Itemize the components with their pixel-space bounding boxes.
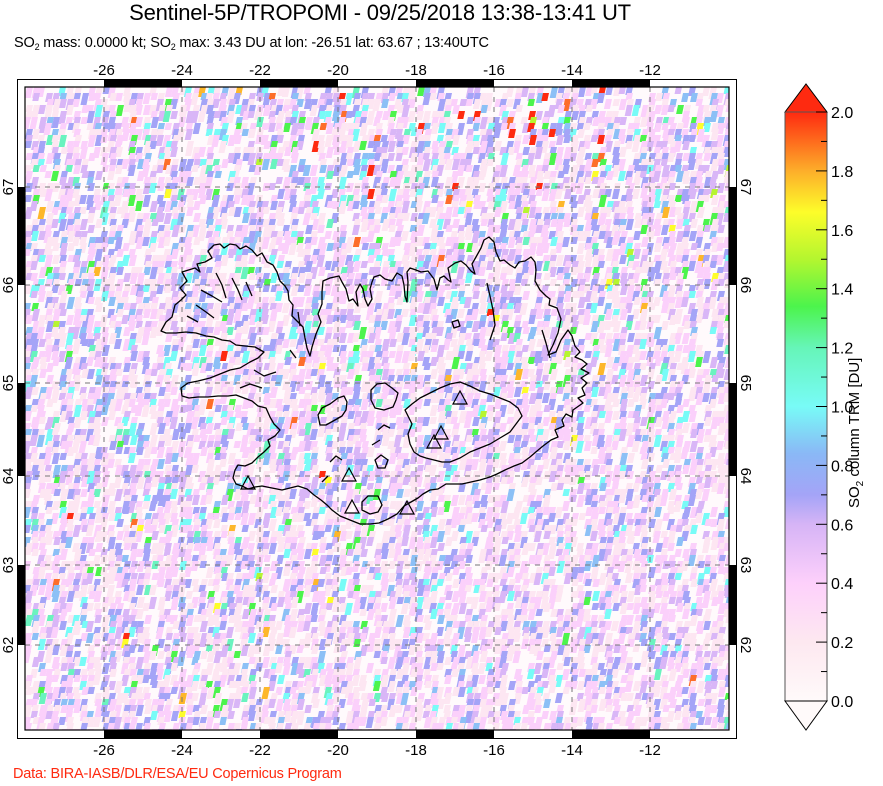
- map-inner-frame: [24, 86, 730, 731]
- latitude-tick-label: 63: [0, 557, 17, 574]
- scale-bar-segment: [729, 383, 737, 476]
- longitude-tick-label: -22: [249, 742, 271, 759]
- colorbar-max-arrow: [784, 83, 828, 113]
- colorbar-tick-label: 0.4: [831, 576, 853, 593]
- longitude-tick-label: -20: [327, 62, 349, 79]
- scale-bar-segment: [260, 80, 338, 87]
- so2-label: SO: [14, 35, 35, 51]
- map-subtitle: SO2 mass: 0.0000 kt; SO2 max: 3.43 DU at…: [14, 34, 489, 56]
- so2-subscript: 2: [170, 42, 176, 52]
- volcano-icon: [340, 466, 358, 482]
- latitude-tick-label: 65: [737, 375, 754, 392]
- scale-bar-segment: [260, 730, 338, 738]
- volcano-icon: [432, 424, 450, 440]
- colorbar-tick-label: 2.0: [831, 105, 853, 122]
- latitude-labels-right: 67 66 65 64 63 62: [737, 179, 754, 654]
- scale-bar-segment: [18, 565, 25, 645]
- colorbar-label: SO2 column TRM [DU]: [846, 358, 866, 508]
- longitude-tick-label: -22: [249, 62, 271, 79]
- scale-bar-segment: [416, 80, 494, 87]
- volcano-icon: [398, 499, 416, 515]
- longitude-tick-label: -26: [93, 742, 115, 759]
- longitude-tick-label: -16: [483, 62, 505, 79]
- latitude-labels-left: 67 66 65 64 63 62: [0, 179, 17, 654]
- longitude-tick-label: -16: [483, 742, 505, 759]
- colorbar-tick-label: 1.2: [831, 341, 853, 358]
- scale-bar-segment: [572, 80, 650, 87]
- volcano-icon: [451, 389, 469, 405]
- colorbar-ticks: 2.0 1.8 1.6 1.4 1.2 1.0 0.8 0.6 0.4 0.2 0.0: [816, 105, 853, 711]
- scale-bar-segment: [18, 187, 25, 285]
- latitude-tick-label: 62: [737, 637, 754, 654]
- longitude-scale-bars: [104, 80, 650, 738]
- volcano-icon: [343, 498, 361, 514]
- volcano-markers: [239, 389, 469, 515]
- so2-label: SO: [150, 35, 171, 51]
- so2-mass-text: mass: 0.0000 kt;: [39, 35, 151, 51]
- longitude-tick-label: -18: [405, 742, 427, 759]
- iceland-coastline: [160, 236, 590, 525]
- map-title: Sentinel-5P/TROPOMI - 09/25/2018 13:38-1…: [129, 0, 631, 25]
- scale-bar-segment: [572, 730, 650, 738]
- latitude-tick-label: 63: [737, 557, 754, 574]
- colorbar-tick-label: 0.8: [831, 458, 853, 475]
- longitude-tick-label: -26: [93, 62, 115, 79]
- scale-bar-segment: [416, 730, 494, 738]
- latitude-tick-label: 64: [737, 468, 754, 485]
- graticule-grid: [25, 87, 729, 730]
- colorbar-tick-label: 1.0: [831, 400, 853, 417]
- volcano-icon: [239, 474, 257, 490]
- latitude-tick-label: 62: [0, 637, 17, 654]
- longitude-tick-label: -20: [327, 742, 349, 759]
- longitude-tick-label: -12: [639, 742, 661, 759]
- longitude-tick-label: -12: [639, 62, 661, 79]
- colorbar-tick-label: 0.2: [831, 635, 853, 652]
- so2-pixel-field: [25, 87, 729, 730]
- latitude-tick-label: 64: [0, 468, 17, 485]
- latitude-tick-label: 67: [737, 179, 754, 196]
- scale-bar-segment: [729, 187, 737, 285]
- latitude-tick-label: 67: [0, 179, 17, 196]
- scale-bar-segment: [104, 730, 182, 738]
- longitude-tick-label: -18: [405, 62, 427, 79]
- latitude-tick-label: 65: [0, 375, 17, 392]
- scale-bar-segment: [729, 565, 737, 645]
- longitude-tick-label: -14: [561, 62, 583, 79]
- colorbar-tick-label: 0.0: [831, 694, 853, 711]
- data-credit: Data: BIRA-IASB/DLR/ESA/EU Copernicus Pr…: [13, 766, 342, 782]
- colorbar-tick-label: 1.8: [831, 164, 853, 181]
- colorbar-label-prefix: SO: [846, 486, 863, 508]
- longitude-tick-label: -14: [561, 742, 583, 759]
- so2-subscript: 2: [34, 42, 40, 52]
- colorbar-tick-label: 1.6: [831, 223, 853, 240]
- longitude-tick-label: -24: [171, 742, 193, 759]
- longitude-labels-top: -26 -24 -22 -20 -18 -16 -14 -12: [93, 62, 661, 79]
- latitude-scale-bars: [18, 187, 737, 645]
- volcano-icon: [425, 433, 443, 449]
- longitude-labels-bottom: -26 -24 -22 -20 -18 -16 -14 -12: [93, 742, 661, 759]
- colorbar-label-suffix: column TRM [DU]: [846, 357, 863, 481]
- longitude-tick-label: -24: [171, 62, 193, 79]
- scale-bar-segment: [104, 80, 182, 87]
- scale-bar-segment: [18, 383, 25, 476]
- colorbar-label-subscript: 2: [855, 480, 866, 487]
- so2-max-text: max: 3.43 DU at lon: -26.51 lat: 63.67 ;…: [175, 35, 489, 51]
- colorbar-tick-label: 0.6: [831, 517, 853, 534]
- colorbar-tick-label: 1.4: [831, 282, 853, 299]
- colorbar: 2.0 1.8 1.6 1.4 1.2 1.0 0.8 0.6 0.4 0.2 0.0: [784, 83, 853, 731]
- latitude-tick-label: 66: [737, 277, 754, 294]
- latitude-tick-label: 66: [0, 277, 17, 294]
- colorbar-min-arrow: [784, 700, 828, 731]
